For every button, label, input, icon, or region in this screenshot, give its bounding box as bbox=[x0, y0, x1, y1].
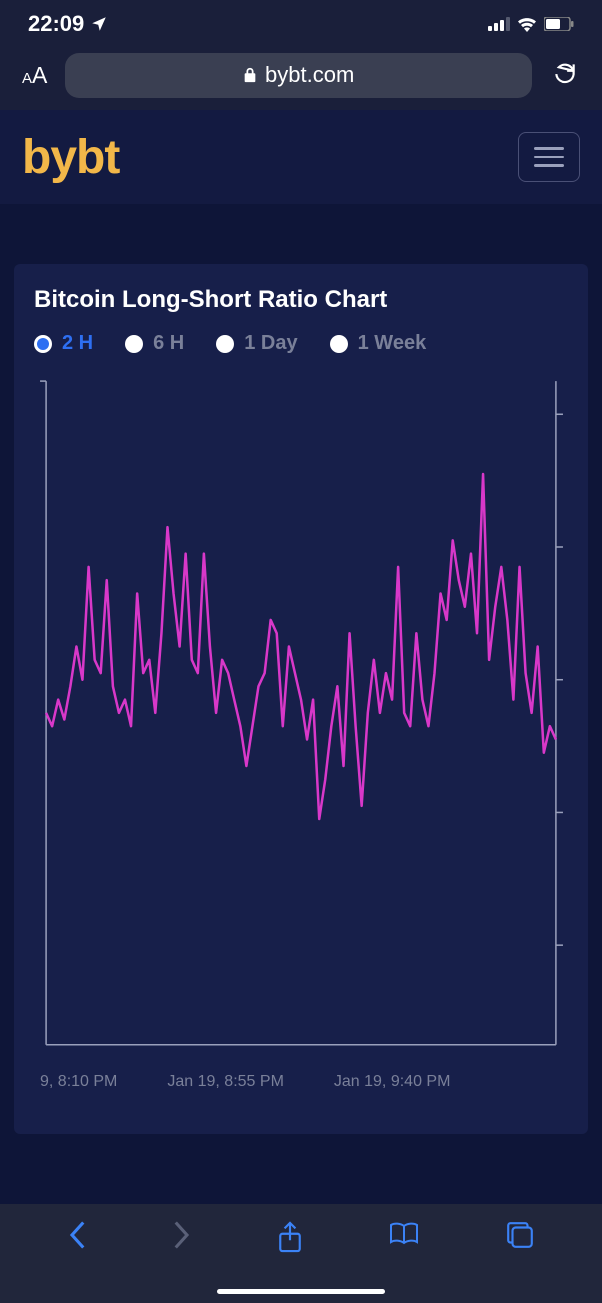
book-icon bbox=[388, 1220, 420, 1248]
app-header: bybt bbox=[0, 110, 602, 204]
timeframe-option-6h[interactable]: 6 H bbox=[125, 332, 184, 355]
hamburger-line-icon bbox=[534, 147, 564, 150]
status-right bbox=[488, 16, 574, 32]
browser-bottom-nav bbox=[0, 1204, 602, 1303]
line-chart[interactable] bbox=[34, 375, 568, 1065]
content-area: Bitcoin Long-Short Ratio Chart 2 H 6 H 1 D… bbox=[0, 204, 602, 1204]
chart-container bbox=[34, 375, 568, 1065]
browser-url-bar: AA bybt.com bbox=[0, 48, 602, 110]
lock-icon bbox=[243, 67, 257, 83]
forward-button[interactable] bbox=[172, 1220, 192, 1255]
x-axis-label: Jan 19, 9:40 PM bbox=[334, 1073, 451, 1091]
tabs-icon bbox=[505, 1220, 535, 1250]
x-axis-label: 9, 8:10 PM bbox=[40, 1073, 117, 1091]
text-size-button[interactable]: AA bbox=[14, 62, 55, 89]
logo[interactable]: bybt bbox=[22, 130, 119, 185]
cellular-signal-icon bbox=[488, 17, 510, 31]
timeframe-option-2h[interactable]: 2 H bbox=[34, 332, 93, 355]
chevron-right-icon bbox=[172, 1220, 192, 1250]
refresh-button[interactable] bbox=[542, 60, 588, 91]
status-time: 22:09 bbox=[28, 11, 84, 37]
home-indicator[interactable] bbox=[217, 1289, 385, 1294]
chart-title: Bitcoin Long-Short Ratio Chart bbox=[34, 286, 568, 314]
bookmarks-button[interactable] bbox=[388, 1220, 420, 1253]
chart-card: Bitcoin Long-Short Ratio Chart 2 H 6 H 1 D… bbox=[14, 264, 588, 1134]
back-button[interactable] bbox=[67, 1220, 87, 1255]
radio-icon bbox=[34, 335, 52, 353]
battery-icon bbox=[544, 17, 574, 31]
location-arrow-icon bbox=[90, 15, 108, 33]
url-field[interactable]: bybt.com bbox=[65, 53, 532, 98]
x-axis-label: Jan 19, 8:55 PM bbox=[167, 1073, 284, 1091]
status-left: 22:09 bbox=[28, 11, 108, 37]
timeframe-label: 2 H bbox=[62, 332, 93, 355]
timeframe-option-1week[interactable]: 1 Week bbox=[330, 332, 427, 355]
share-icon bbox=[277, 1220, 303, 1254]
timeframe-label: 1 Day bbox=[244, 332, 297, 355]
hamburger-menu-button[interactable] bbox=[518, 132, 580, 182]
refresh-icon bbox=[552, 60, 578, 86]
timeframe-option-1day[interactable]: 1 Day bbox=[216, 332, 297, 355]
radio-icon bbox=[330, 335, 348, 353]
hamburger-line-icon bbox=[534, 156, 564, 159]
timeframe-label: 6 H bbox=[153, 332, 184, 355]
share-button[interactable] bbox=[277, 1220, 303, 1259]
tabs-button[interactable] bbox=[505, 1220, 535, 1255]
chevron-left-icon bbox=[67, 1220, 87, 1250]
radio-icon bbox=[125, 335, 143, 353]
timeframe-label: 1 Week bbox=[358, 332, 427, 355]
url-text: bybt.com bbox=[265, 62, 354, 88]
x-axis-labels: 9, 8:10 PM Jan 19, 8:55 PM Jan 19, 9:40 PM bbox=[34, 1073, 568, 1091]
radio-icon bbox=[216, 335, 234, 353]
ios-status-bar: 22:09 bbox=[0, 0, 602, 48]
wifi-icon bbox=[516, 16, 538, 32]
timeframe-selector: 2 H 6 H 1 Day 1 Week bbox=[34, 332, 568, 355]
hamburger-line-icon bbox=[534, 164, 564, 167]
